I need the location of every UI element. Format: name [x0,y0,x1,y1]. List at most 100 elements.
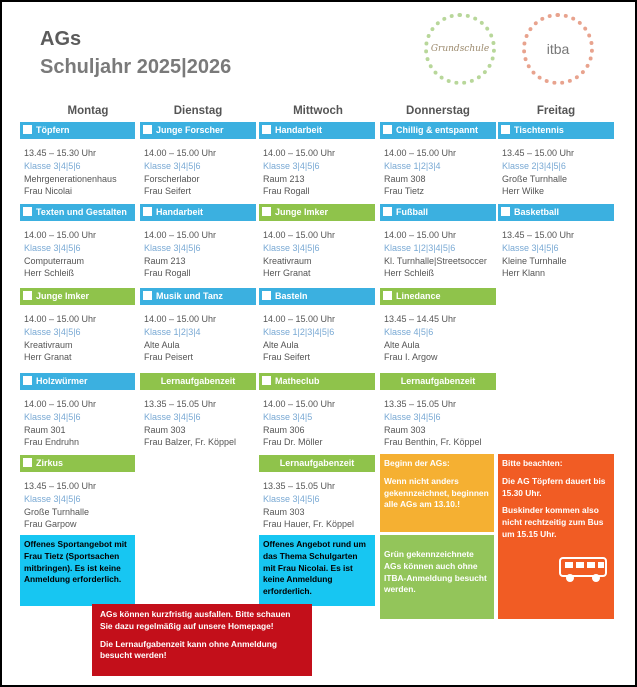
ag-title-bar: Handarbeit [259,122,375,139]
ag-teacher: Herr Schleiß [384,268,435,279]
ag-name: Junge Forscher [156,125,224,135]
ag-name: Matheclub [275,376,320,386]
ag-name: Handarbeit [275,125,323,135]
ag-name: Tischtennis [514,125,564,135]
ag-grades: Klasse 3|4|5|6 [263,493,320,504]
ag-teacher: Frau Benthin, Fr. Köppel [384,437,482,448]
ag-details: 13.45 – 15.00 Uhr Klasse 3|4|5|6 Große Tur… [24,480,96,531]
ag-details: 13.45 – 15.30 Uhr Klasse 3|4|5|6 Mehrgener… [24,147,117,198]
ag-details: 14.00 – 15.00 Uhr Klasse 1|2|3|4|5|6 Kl. T… [384,229,487,280]
ag-title-bar: Fußball [380,204,496,221]
ag-grades: Klasse 3|4|5|6 [144,411,201,422]
ag-title-bar: Texten und Gestalten [20,204,135,221]
ag-time: 14.00 – 15.00 Uhr [263,314,336,324]
green-note: Grün gekennzeichnete AGs können auch ohn… [380,535,494,619]
ag-room: Forscherlabor [144,173,200,184]
attention-title: Bitte beachten: [502,458,563,468]
ag-grades: Klasse 1|2|3|4 [384,160,441,171]
ag-time: 13.35 – 15.05 Uhr [384,399,457,409]
ag-time: 13.45 – 15.30 Uhr [24,148,97,158]
day-monday: Montag [67,105,109,117]
ag-details: 14.00 – 15.00 Uhr Klasse 1|2|3|4 Alte Aula… [144,313,216,364]
ag-name: Junge Imker [36,291,90,301]
page-title: AGs [40,28,82,50]
ag-grades: Klasse 3|4|5|6 [144,242,201,253]
ag-title-bar: Junge Imker [259,204,375,221]
ag-teacher: Frau I. Argow [384,352,438,363]
checkbox-icon[interactable] [143,125,152,134]
monday-note: Offenes Sportangebot mit Frau Tietz (Spo… [20,535,135,606]
ag-time: 14.00 – 15.00 Uhr [384,148,457,158]
attention-note: Bitte beachten: Die AG Töpfern dauert bi… [498,454,614,619]
checkbox-icon[interactable] [23,207,32,216]
checkbox-icon[interactable] [23,125,32,134]
checkbox-icon[interactable] [262,125,271,134]
ag-details: 13.45 – 14.45 Uhr Klasse 4|5|6 Alte Aula Fr… [384,313,456,364]
ag-grades: Klasse 1|2|3|4|5|6 [384,242,456,253]
ag-grades: Klasse 3|4|5|6 [24,493,81,504]
ag-title-bar: Holzwürmer [20,373,135,390]
ag-time: 14.00 – 15.00 Uhr [263,399,336,409]
checkbox-icon[interactable] [143,291,152,300]
ag-details: 13.35 – 15.05 Uhr Klasse 3|4|5|6 Raum 303 F… [384,398,482,449]
ag-name: Chillig & entspannt [396,125,478,135]
ag-grades: Klasse 3|4|5|6 [144,160,201,171]
start-note-text: Wenn nicht anders gekennzeichnet, beginn… [384,475,489,510]
ag-title-bar: Matheclub [259,373,375,390]
ag-time: 14.00 – 15.00 Uhr [144,230,217,240]
ag-time: 14.00 – 15.00 Uhr [263,230,336,240]
ag-time: 14.00 – 15.00 Uhr [263,148,336,158]
ag-room: Mehrgenerationenhaus [24,173,117,184]
ag-room: Raum 301 [24,424,66,435]
ag-room: Alte Aula [384,339,420,350]
checkbox-icon[interactable] [501,125,510,134]
day-wednesday: Mittwoch [293,105,343,117]
ag-name: Lernaufgabenzeit [279,458,355,468]
start-note-title: Beginn der AGs: [384,458,450,468]
ag-grades: Klasse 3|4|5|6 [24,242,81,253]
checkbox-icon[interactable] [143,207,152,216]
ag-name: Holzwürmer [36,376,88,386]
checkbox-icon[interactable] [23,291,32,300]
checkbox-icon[interactable] [23,376,32,385]
checkbox-icon[interactable] [501,207,510,216]
ag-teacher: Frau Seifert [263,352,311,363]
checkbox-icon[interactable] [383,125,392,134]
bus-icon [559,557,607,582]
ag-title-bar: Lernaufgabenzeit [380,373,496,390]
ag-time: 13.45 – 15.00 Uhr [502,148,575,158]
ag-teacher: Frau Dr. Möller [263,437,323,448]
ag-title-bar: Basteln [259,288,375,305]
checkbox-icon[interactable] [383,291,392,300]
ag-time: 13.35 – 15.05 Uhr [263,481,336,491]
ag-title-bar: Linedance [380,288,496,305]
ag-title-bar: Lernaufgabenzeit [259,455,375,472]
day-tuesday: Dienstag [173,105,223,117]
ag-title-bar: Tischtennis [498,122,614,139]
ag-grades: Klasse 3|4|5|6 [24,160,81,171]
checkbox-icon[interactable] [23,458,32,467]
checkbox-icon[interactable] [383,207,392,216]
ag-title-bar: Basketball [498,204,614,221]
ag-grades: Klasse 2|3|4|5|6 [502,160,566,171]
ag-details: 13.45 – 15.00 Uhr Klasse 2|3|4|5|6 Große T… [502,147,574,198]
ag-name: Musik und Tanz [156,291,223,301]
ag-room: Alte Aula [144,339,180,350]
checkbox-icon[interactable] [262,376,271,385]
attention-text-1: Die AG Töpfern dauert bis 15.30 Uhr. [502,475,606,498]
ag-grades: Klasse 1|2|3|4 [144,326,201,337]
school-logo: Grundschule [424,13,496,85]
checkbox-icon[interactable] [262,207,271,216]
ag-title-bar: Lernaufgabenzeit [140,373,256,390]
footer-note: AGs können kurzfristig ausfallen. Bitte … [92,604,312,676]
ag-details: 14.00 – 15.00 Uhr Klasse 1|2|3|4|5|6 Alte … [263,313,335,364]
ag-grades: Klasse 3|4|5 [263,411,313,422]
ag-time: 14.00 – 15.00 Uhr [24,314,97,324]
ag-room: Große Turnhalle [24,506,90,517]
ag-title-bar: Musik und Tanz [140,288,256,305]
ag-name: Handarbeit [156,207,204,217]
ag-grades: Klasse 4|5|6 [384,326,434,337]
ag-teacher: Frau Hauer, Fr. Köppel [263,519,355,530]
checkbox-icon[interactable] [262,291,271,300]
